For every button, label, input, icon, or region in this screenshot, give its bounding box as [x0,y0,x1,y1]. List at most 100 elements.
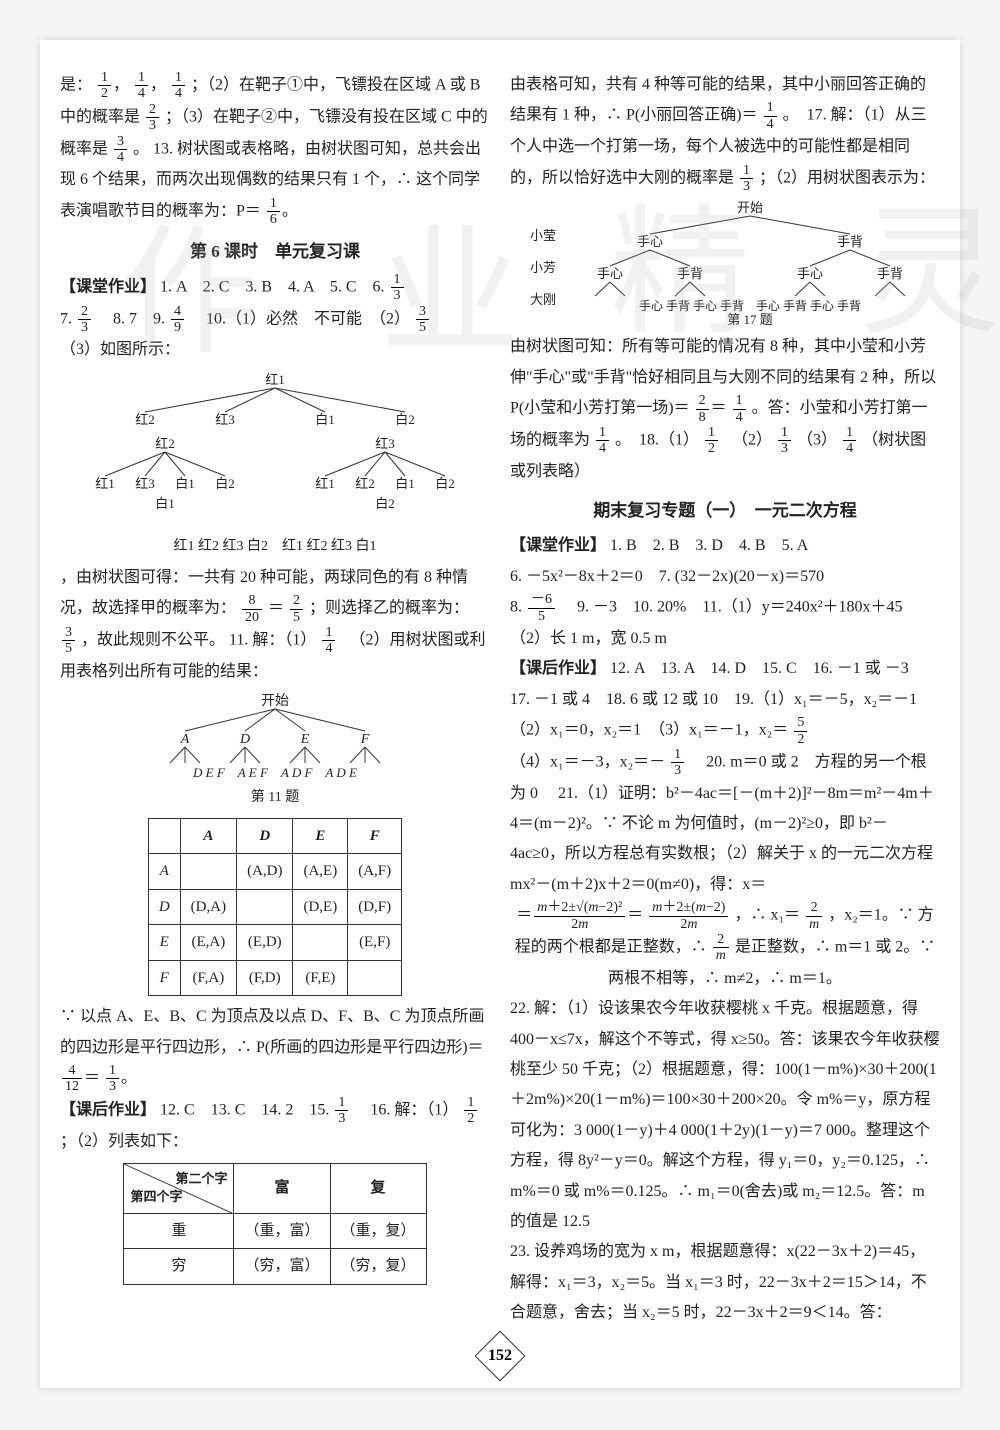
label: 【课后作业】 [60,1101,156,1118]
fraction: 28 [696,393,709,425]
svg-text:红2: 红2 [355,476,375,491]
table-2: 第二个字 第四个字 富 复 重（重，富）（重，复） 穷（穷，富）（穷，复） [123,1163,426,1285]
text: （4）x₁＝－3，x₂＝－ 13 20. m＝0 或 2 方程的另一个根为 0 … [510,747,940,900]
fraction: 35 [62,625,75,657]
text: ＝ [268,600,284,617]
text: 11. 解：（1） [229,632,316,649]
label: 【课后作业】 [510,660,606,677]
text: 23. 设养鸡场的宽为 x m，根据题意得：x(22－3x＋2)＝45，解得：x… [510,1237,940,1328]
fraction: 2m [806,900,822,932]
fraction: 34 [114,134,127,166]
svg-text:红3: 红3 [215,412,235,427]
text: 由表格可知，共有 4 种等可能的结果，其中小丽回答正确的结果有 1 种，∴ P(… [510,70,940,194]
text: ，∴ x₁＝ [734,907,800,924]
text: 是： [60,77,92,94]
text: ∵ 以点 A、E、B、C 为顶点及以点 D、F、B、C 为顶点所画的四边形是平行… [60,1008,484,1055]
text: 。 [133,140,149,157]
text: 由树状图可知：所有等可能的情况有 8 种，其中小莹和小芳伸"手心"或"手背"恰好… [510,332,940,487]
text: 6. －5x²－8x＋2＝0 7. (32－2x)(20－x)＝570 [510,562,940,592]
cell: （穷，富） [234,1249,330,1285]
text: ，由树状图可得：一共有 20 种可能，两球同色的有 8 种情况，故选择甲的概率为… [60,563,490,687]
right-column: 由表格可知，共有 4 种等可能的结果，其中小丽回答正确的结果有 1 种，∴ P(… [510,70,940,1328]
answer-line: 【课堂作业】 1. B 2. B 3. D 4. B 5. A [510,531,940,561]
svg-text:红2: 红2 [155,436,175,451]
text: 12. C 13. C 14. 2 15. [160,1101,333,1118]
text: （3）如图所示： [60,335,490,365]
svg-text:开始: 开始 [261,693,289,709]
cell: (A,D) [237,854,293,890]
svg-text:红1: 红1 [265,372,285,387]
fraction: 23 [146,102,159,134]
cell: （重，富） [234,1213,330,1249]
fraction: 14 [135,70,148,102]
fraction: 14 [172,70,185,102]
cell: 穷 [124,1249,234,1285]
text: 是： 12， 14， 14 ；（2）在靶子①中，飞镖投在区域 A 或 B 中的概… [60,70,490,228]
answer-line: 【课后作业】 12. A 13. A 14. D 15. C 16. －1 或 … [510,654,940,747]
fraction: 13 [671,747,684,779]
svg-text:手背: 手背 [677,266,703,281]
fraction: 14 [764,100,777,132]
cell: （穷，复） [330,1249,426,1285]
tree-diagram-3: 开始 小莹 手心手背 小芳 手心手背手心手背 大刚 手心 手背 手心 手背 手心… [510,198,940,328]
label: 【课堂作业】 [510,537,606,554]
tree-diagram-1: 红1 红2红3白1白2 红2红3 红1红3白1白2 红1红2白1白2 白1白2 [65,370,485,530]
fraction: 13 [106,1063,119,1095]
cell: (F,D) [237,960,293,996]
text: 9. －3 10. 20% 11.（1）y＝240x²＋180x＋45 （2）长… [510,599,919,647]
svg-text:手背: 手背 [877,266,903,281]
fraction: 14 [596,425,609,457]
svg-text:小芳: 小芳 [530,260,556,275]
text: ，故此规则不公平。 [81,632,225,649]
text: 第二个字 [175,1167,227,1192]
svg-text:手心: 手心 [597,266,623,281]
fraction: 35 [416,304,429,336]
svg-text:手心: 手心 [797,266,823,281]
cell: (D,A) [180,889,236,925]
caption: 第 11 题 [60,785,490,812]
fraction: 13 [391,272,404,304]
svg-text:D: D [239,732,250,747]
fraction: 2m [713,932,729,964]
fraction: 13 [778,425,791,457]
cell: 富 [234,1163,330,1213]
svg-text:第 17 题: 第 17 题 [727,312,773,327]
fraction: 13 [335,1095,348,1127]
text: 1. A 2. C 3. B 4. A 5. C 6. [160,278,388,295]
fraction: 820 [242,593,262,625]
equation: ＝m＋2±√(m−2)²2m＝ m＋2±(m−2)2m ，∴ x₁＝ 2m ，x… [510,900,940,994]
svg-text:红2: 红2 [135,412,155,427]
text: ；则选择乙的概率为： [309,600,469,617]
section-title: 第 6 课时 单元复习课 [60,236,490,268]
text: ；（2）列表如下： [60,1133,188,1150]
svg-text:A: A [180,732,190,747]
cell: （重，复） [330,1213,426,1249]
svg-text:白1: 白1 [155,496,175,511]
text: （2） [724,431,772,448]
cell: (A,F) [348,854,402,890]
cell: (A,E) [293,854,348,890]
fraction: 14 [322,625,335,657]
text: 8. 7 9. [97,310,169,327]
svg-text:白2: 白2 [375,496,395,511]
fraction: 49 [171,304,184,336]
svg-text:红3: 红3 [135,476,155,491]
fraction: 12 [705,425,718,457]
answer-line: 7. 23 8. 7 9. 49 10.（1）必然 不可能 （2） 35 [60,304,490,336]
fraction: 25 [290,593,303,625]
fraction: 23 [78,304,91,336]
text: 10.（1）必然 不可能 （2） [190,310,410,327]
tree-diagram-2: 开始 ADEF D E F A E F A D F A D E [125,691,425,781]
svg-text:白1: 白1 [395,476,415,491]
fraction: 13 [740,163,753,195]
text: 第四个字 [130,1185,182,1210]
cell: (E,A) [180,925,236,961]
svg-text:手背: 手背 [837,234,863,249]
text: （3） [797,431,837,448]
svg-text:大刚: 大刚 [530,292,556,307]
tree-leaves: 红1 红2 红3 白2 红1 红2 红3 白1 [60,536,490,557]
cell: (F,A) [180,960,236,996]
page-number-badge: 152 [475,1331,526,1382]
svg-text:白2: 白2 [395,412,415,427]
text: 21.（1）证明：b²－4ac＝[－(m＋2)]²－8m＝m²－4m＋4＝(m－… [510,785,934,893]
